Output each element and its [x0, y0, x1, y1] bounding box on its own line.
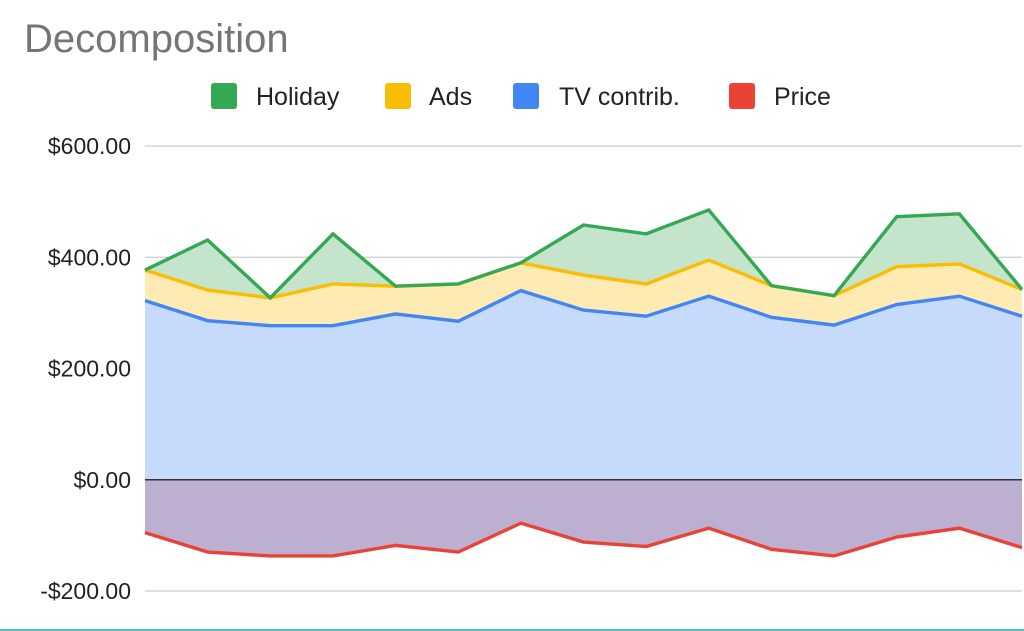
holiday-area	[145, 209, 1022, 298]
legend-swatch-ads	[385, 83, 411, 109]
y-tick-label: $600.00	[48, 133, 131, 159]
legend-swatch-tv-contrib	[513, 83, 539, 109]
legend-swatch-price	[729, 83, 755, 109]
y-axis-tick-labels: $600.00 $400.00 $200.00 $0.00 -$200.00	[40, 133, 131, 604]
series-areas	[145, 209, 1022, 556]
price-line	[144, 521, 1023, 558]
y-tick-label: -$200.00	[40, 578, 131, 604]
legend-label-price: Price	[774, 83, 831, 111]
price-area	[145, 479, 1022, 556]
ads-area	[145, 260, 1022, 326]
legend-label-tv-contrib: TV contrib.	[559, 83, 680, 111]
chart-title: Decomposition	[24, 17, 289, 61]
legend-label-holiday: Holiday	[256, 83, 340, 111]
y-tick-label: $200.00	[48, 356, 131, 382]
tv-contrib-line	[144, 288, 1023, 328]
tv-contrib-area	[145, 290, 1022, 480]
series-lines	[144, 207, 1024, 558]
ads-line	[144, 258, 1023, 300]
y-tick-label: $400.00	[48, 244, 131, 270]
y-tick-label: $0.00	[73, 467, 131, 493]
holiday-line	[144, 207, 1024, 301]
legend-label-ads: Ads	[429, 83, 472, 111]
chart-legend: Holiday Ads TV contrib. Price	[211, 83, 831, 111]
legend-swatch-holiday	[211, 83, 237, 109]
